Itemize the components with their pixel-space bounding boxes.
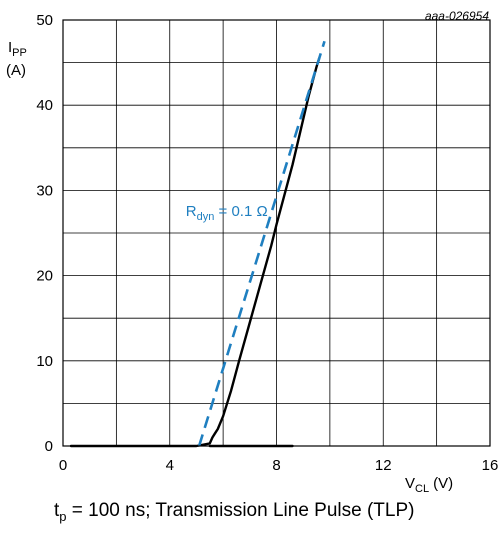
x-tick-label: 8	[272, 457, 280, 474]
grid	[63, 20, 490, 446]
y-axis-label: IPP	[8, 39, 27, 59]
series-group	[69, 40, 326, 448]
x-axis-label: VCL (V)	[405, 475, 453, 495]
measured-curve-1	[69, 57, 321, 448]
x-tick-label: 0	[59, 457, 67, 474]
reference-id: aaa-026954	[425, 9, 489, 23]
tick-labels: 0 4 8 12 16 0 10 20 30 40 50	[36, 12, 498, 474]
y-axis-unit: (A)	[6, 62, 26, 79]
x-tick-label: 12	[375, 457, 392, 474]
y-tick-label: 30	[36, 182, 53, 199]
x-tick-label: 16	[482, 457, 499, 474]
caption: tp = 100 ns; Transmission Line Pulse (TL…	[54, 500, 415, 524]
y-tick-label: 10	[36, 353, 53, 370]
y-tick-label: 50	[36, 12, 53, 29]
y-tick-label: 0	[45, 438, 53, 455]
x-tick-label: 4	[166, 457, 174, 474]
plot-frame	[62, 19, 491, 447]
y-tick-label: 20	[36, 268, 53, 285]
rdyn-annotation: Rdyn = 0.1 Ω	[186, 203, 268, 223]
rdyn-fit-line	[197, 40, 326, 447]
chart: 0 4 8 12 16 0 10 20 30 40 50 aaa-026954 IPP (A) VC…	[6, 9, 498, 495]
y-tick-label: 40	[36, 97, 53, 114]
